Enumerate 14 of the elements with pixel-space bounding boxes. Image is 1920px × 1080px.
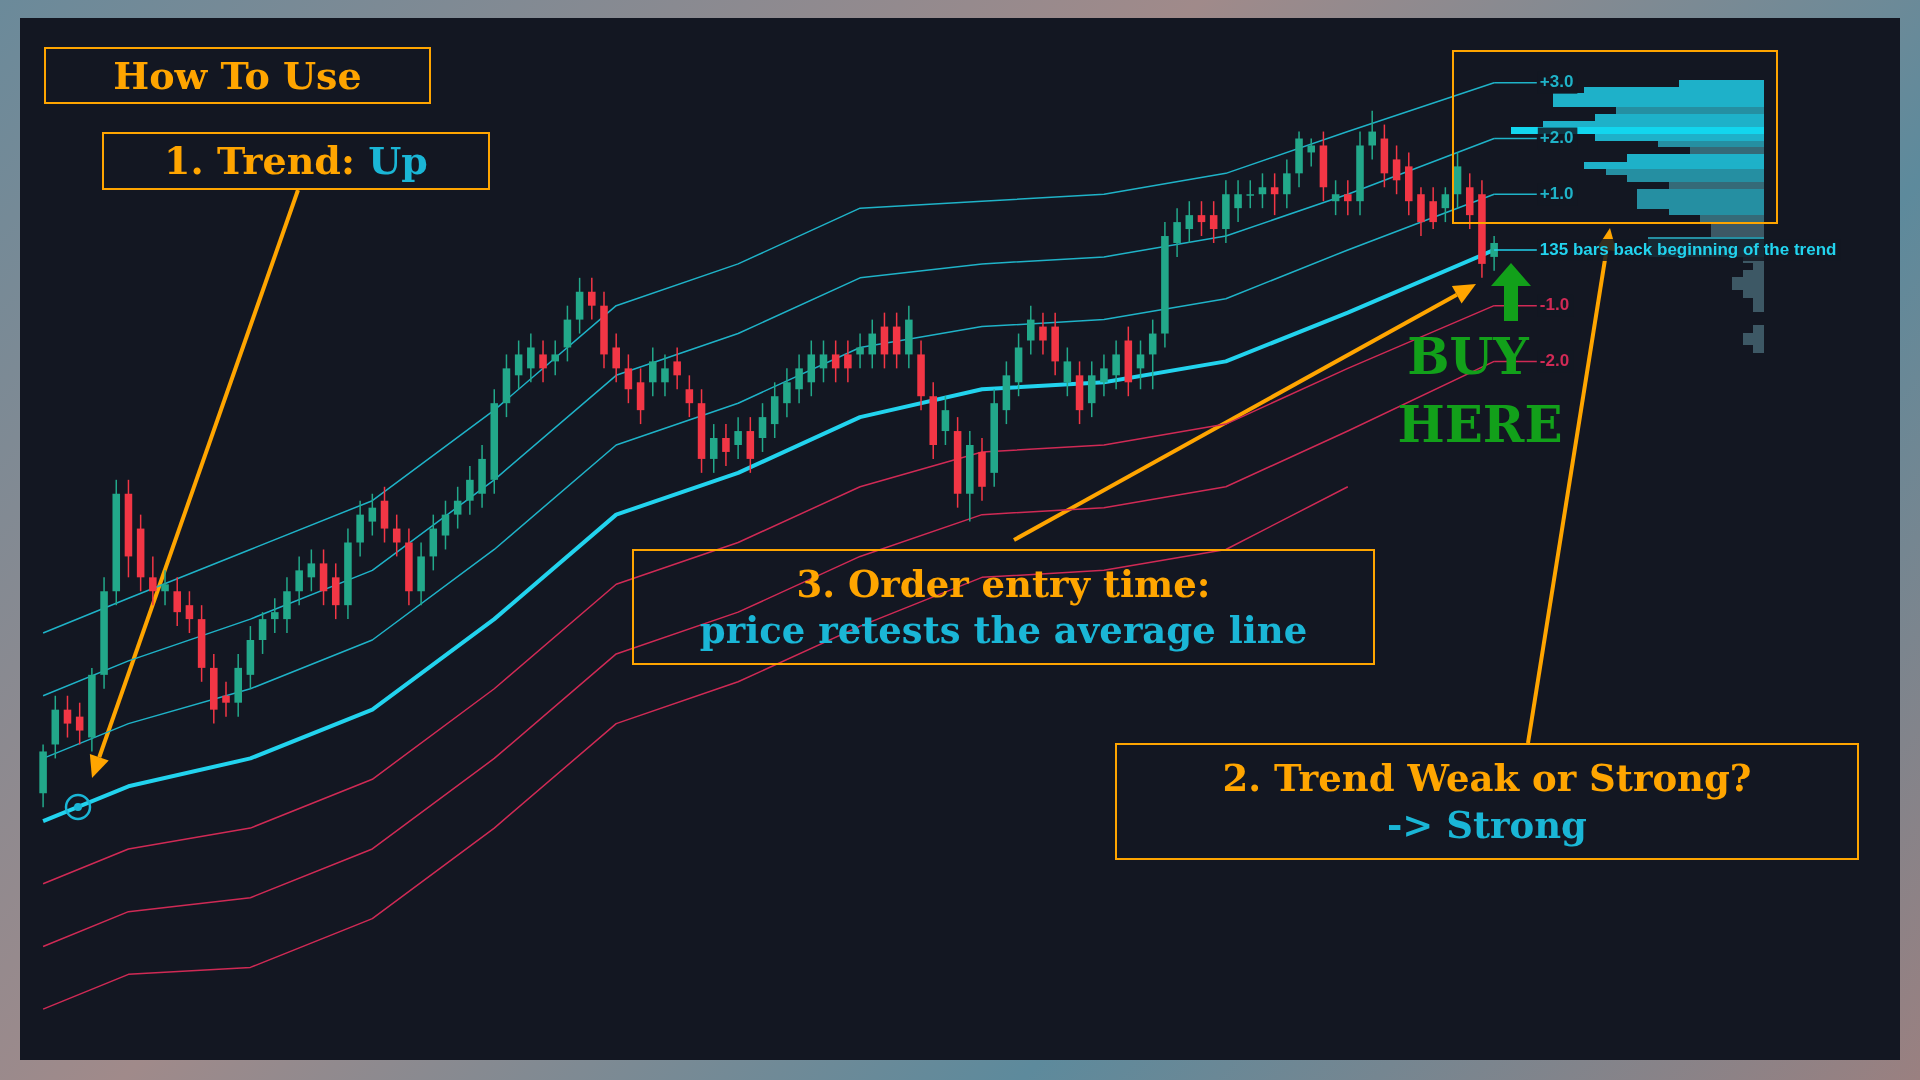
annotation: -> Strong (1387, 802, 1587, 847)
annotation: HERE (1396, 394, 1564, 456)
legend-label: -2.0 (1539, 351, 1570, 371)
annotation: 3. Order entry time: (796, 561, 1211, 606)
legend-label: +2.0 (1539, 128, 1574, 148)
annotation: 2. Trend Weak or Strong? (1222, 756, 1752, 801)
legend-label: +3.0 (1539, 72, 1574, 92)
legend-label: -1.0 (1539, 295, 1570, 315)
annotation: BUY (1407, 327, 1529, 386)
annotation: Up (368, 138, 428, 184)
legend-label: 135 bars back beginning of the trend (1539, 239, 1837, 259)
legend-label: +1.0 (1539, 183, 1574, 203)
annotation: 1. Trend: (164, 138, 356, 184)
text: How To Use (113, 52, 362, 98)
